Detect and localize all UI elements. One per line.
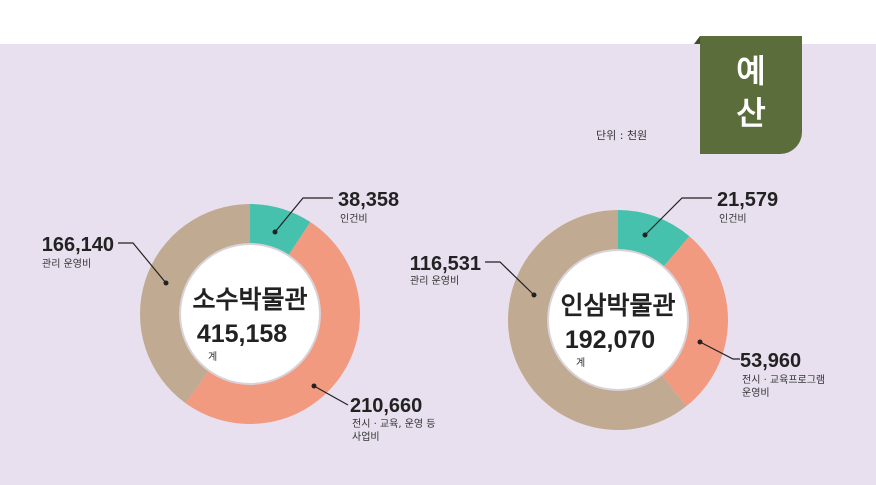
donut-slice-1-2 [507, 210, 687, 430]
leader-line-0-0 [274, 197, 333, 233]
leader-dot-0-0 [272, 229, 278, 235]
leader-dot-1-0 [642, 232, 648, 238]
slice-label-0-1-0: 전시 · 교육, 운영 등 [352, 418, 435, 430]
data-label-0-1: 210,660 [350, 395, 422, 417]
leader-dot-1-2 [531, 292, 537, 298]
leader-line-0-2 [118, 242, 167, 284]
slice-label-0-1-1: 사업비 [352, 430, 380, 443]
leader-dot-1-1 [697, 339, 703, 345]
chart-title-1: 인삼박물관 [560, 292, 675, 320]
leader-line-1-2 [485, 261, 535, 296]
chart-title-0: 소수박물관 [192, 286, 307, 314]
leader-line-0-1 [313, 385, 349, 406]
leader-dot-0-2 [163, 280, 169, 286]
donut-center-1 [549, 251, 687, 389]
donut-slice-0-0 [250, 204, 311, 256]
data-label-0-2: 166,140 [42, 234, 114, 256]
donut-slice-1-0 [618, 210, 690, 267]
slice-label-1-0-0: 인건비 [719, 213, 747, 225]
data-label-0-0: 38,358 [338, 189, 399, 211]
slice-label-1-1-1: 운영비 [742, 387, 770, 399]
unit-note: 단위 : 천원 [596, 129, 648, 142]
slice-label-1-2-0: 관리 운영비 [410, 275, 459, 287]
budget-badge-text: 예 산 [700, 50, 802, 134]
data-label-1-1: 53,960 [740, 350, 801, 372]
donut-slice-0-1 [185, 222, 361, 425]
chart-total-1: 192,070 [565, 326, 655, 354]
badge-line-2: 산 [736, 94, 766, 132]
slice-label-0-2-0: 관리 운영비 [42, 258, 91, 270]
leader-dot-0-1 [311, 383, 317, 389]
data-label-1-2: 116,531 [410, 253, 481, 275]
chart-total-0: 415,158 [197, 320, 287, 348]
data-label-1-0: 21,579 [717, 189, 778, 211]
badge-fold [694, 36, 700, 44]
slice-label-1-1-0: 전시 · 교육프로그램 [742, 374, 825, 386]
leader-line-1-1 [699, 341, 740, 360]
chart-total-label-0: 계 [208, 351, 217, 363]
leader-line-1-0 [644, 197, 712, 236]
donut-slice-1-1 [661, 236, 728, 407]
badge-line-1: 예 [736, 52, 766, 90]
slice-label-0-0-0: 인건비 [340, 213, 368, 225]
donut-slice-0-2 [140, 204, 250, 404]
budget-badge [700, 36, 802, 154]
donut-center-0 [181, 245, 319, 383]
chart-total-label-1: 계 [576, 357, 585, 369]
